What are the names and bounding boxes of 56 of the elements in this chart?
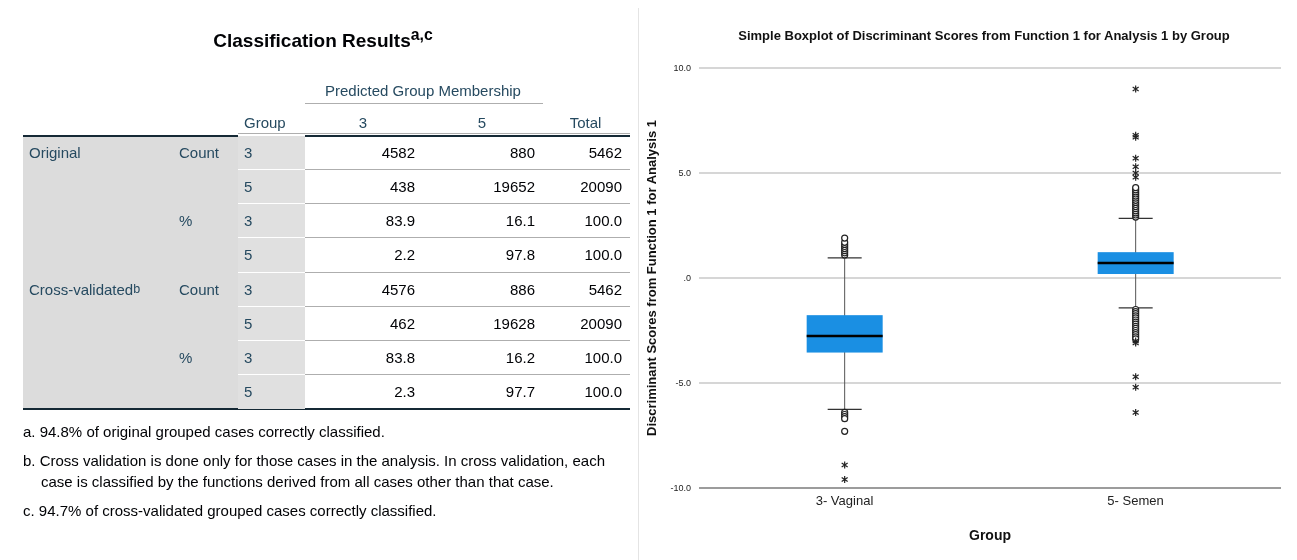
x-tick-label: 5- Semen: [1107, 493, 1164, 509]
text: 3: [244, 347, 254, 368]
y-tick-label: -5.0: [675, 378, 691, 389]
text: %: [179, 347, 194, 368]
x-tick-label: 3- Vaginal: [815, 493, 874, 509]
text: 5462: [587, 142, 622, 163]
text: 5: [244, 245, 254, 265]
text: Classification Results$^{a,c}$: [212, 26, 434, 53]
text: 20090: [579, 313, 622, 334]
y-tick-label: 5.0: [678, 168, 691, 179]
text: 3: [244, 279, 254, 300]
text: 3: [244, 142, 254, 163]
text: 3: [357, 113, 369, 133]
y-tick-label: -10.0: [670, 483, 691, 494]
text: 16.1: [504, 210, 535, 231]
text: 19628: [492, 313, 535, 334]
text: 5: [244, 176, 254, 197]
text: 880: [508, 142, 535, 163]
text: Original: [29, 142, 82, 163]
text: 5462: [587, 279, 622, 300]
y-axis-title: Discriminant Scores from Function 1 for Analysis 1: [643, 120, 659, 436]
text: 100.0: [583, 245, 622, 265]
text: 83.9: [384, 210, 415, 231]
text: 100.0: [583, 210, 622, 231]
text: 2.2: [393, 245, 415, 265]
text: 438: [388, 176, 415, 197]
chart-title: Simple Boxplot of Discriminant Scores from Function 1 for Analysis 1 by Group: [737, 28, 1231, 43]
text: 20090: [579, 176, 622, 197]
text: 3: [244, 210, 254, 231]
text: 97.8: [504, 245, 535, 265]
text: Group: [244, 113, 287, 133]
text: Predicted Group Membership: [324, 81, 522, 101]
text: 4582: [380, 142, 415, 163]
text: Count: [179, 279, 221, 300]
text: c. 94.7% of cross-validated grouped cases correctly classified.: [23, 501, 438, 521]
text: 5: [476, 113, 488, 133]
text: %: [179, 210, 194, 231]
text: Count: [179, 142, 221, 163]
text: 83.8: [384, 347, 415, 368]
text: a. 94.8% of original grouped cases correctly classified.: [23, 422, 386, 442]
text: 100.0: [583, 381, 622, 402]
text: Total: [568, 113, 603, 133]
y-tick-label: 10.0: [673, 63, 691, 74]
text: 5: [244, 381, 254, 402]
text: 886: [508, 279, 535, 300]
text: 97.7: [504, 381, 535, 402]
text: b. Cross validation is done only for those cases in the analysis. In cross validation, each case is classified by the functions derived from all cases other than that case.: [23, 451, 606, 492]
text: 5: [244, 313, 254, 334]
text: 2.3: [393, 381, 415, 402]
text: 19652: [492, 176, 535, 197]
text: 462: [388, 313, 415, 334]
text: 4576: [380, 279, 415, 300]
x-axis-title: Group: [969, 527, 1011, 543]
text: 100.0: [583, 347, 622, 368]
y-tick-label: .0: [683, 273, 691, 284]
text: 16.2: [504, 347, 535, 368]
